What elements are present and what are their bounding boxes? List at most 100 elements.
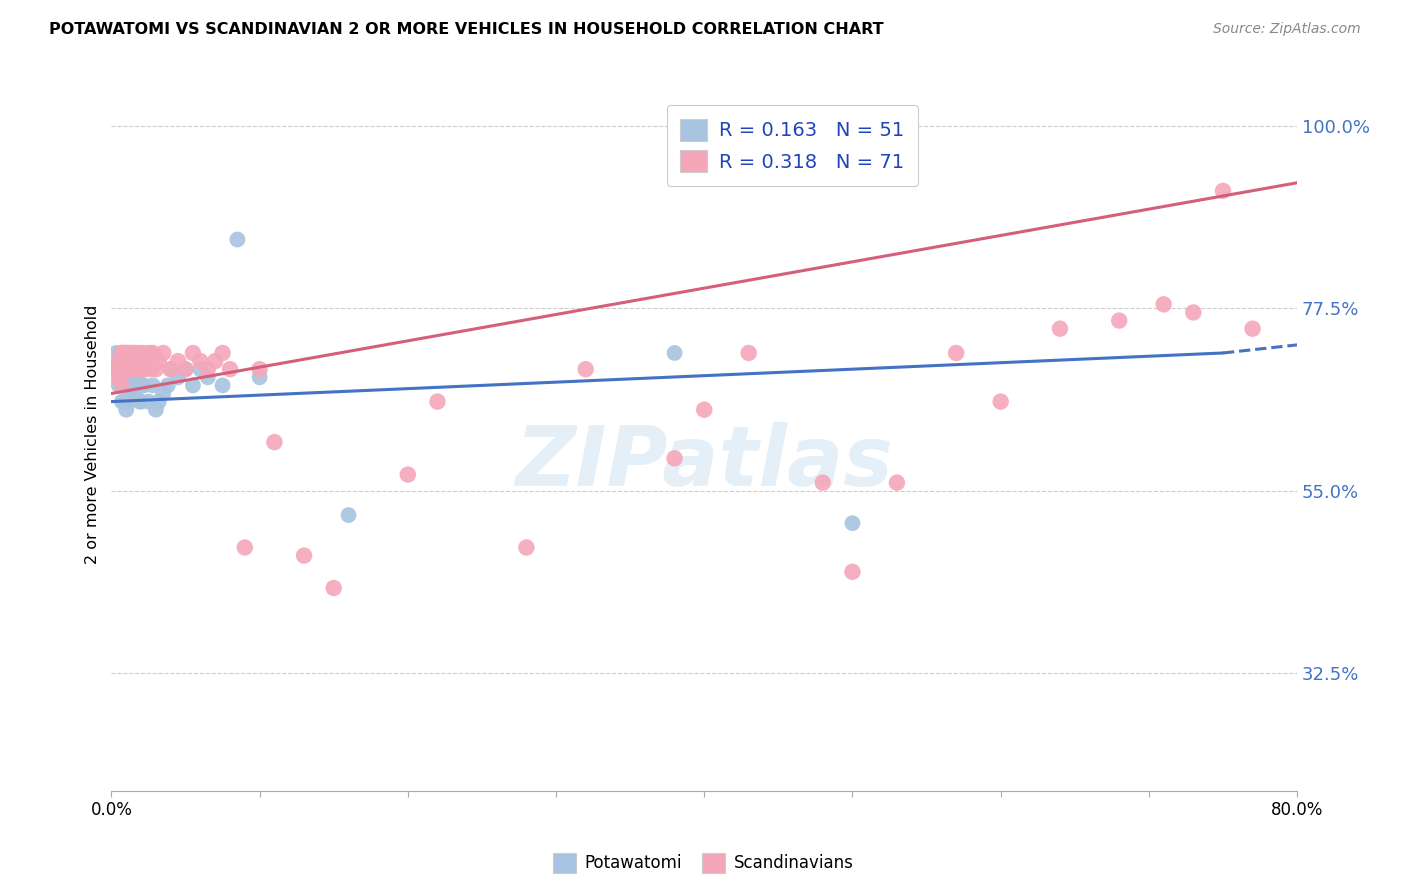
Point — [118, 362, 141, 376]
Point — [886, 475, 908, 490]
Point — [112, 346, 135, 360]
Point — [167, 354, 190, 368]
Text: POTAWATOMI VS SCANDINAVIAN 2 OR MORE VEHICLES IN HOUSEHOLD CORRELATION CHART: POTAWATOMI VS SCANDINAVIAN 2 OR MORE VEH… — [49, 22, 884, 37]
Point — [233, 541, 256, 555]
Point — [152, 346, 174, 360]
Point — [174, 362, 197, 376]
Point — [197, 370, 219, 384]
Point — [138, 346, 160, 360]
Point — [292, 549, 315, 563]
Point — [148, 394, 170, 409]
Point — [108, 354, 131, 368]
Point — [121, 370, 143, 384]
Point — [204, 354, 226, 368]
Point — [122, 354, 145, 368]
Point — [115, 402, 138, 417]
Point — [115, 362, 138, 376]
Text: ZIPatlas: ZIPatlas — [515, 422, 893, 503]
Point — [120, 386, 142, 401]
Point — [148, 354, 170, 368]
Legend: Potawatomi, Scandinavians: Potawatomi, Scandinavians — [546, 847, 860, 880]
Legend: R = 0.163   N = 51, R = 0.318   N = 71: R = 0.163 N = 51, R = 0.318 N = 71 — [666, 105, 918, 186]
Point — [141, 362, 163, 376]
Point — [263, 435, 285, 450]
Point — [138, 394, 160, 409]
Point — [117, 346, 139, 360]
Point — [664, 346, 686, 360]
Point — [811, 475, 834, 490]
Point — [1241, 321, 1264, 335]
Point — [426, 394, 449, 409]
Point — [128, 394, 150, 409]
Point — [129, 362, 152, 376]
Point — [120, 362, 142, 376]
Point — [115, 346, 138, 360]
Point — [575, 362, 598, 376]
Point — [105, 370, 128, 384]
Point — [156, 378, 179, 392]
Point — [111, 378, 134, 392]
Point — [114, 362, 136, 376]
Point — [181, 346, 204, 360]
Point — [1108, 313, 1130, 327]
Point — [127, 378, 149, 392]
Point — [114, 354, 136, 368]
Point — [104, 346, 127, 360]
Point — [197, 362, 219, 376]
Y-axis label: 2 or more Vehicles in Household: 2 or more Vehicles in Household — [86, 304, 100, 564]
Point — [118, 346, 141, 360]
Point — [693, 402, 716, 417]
Point — [159, 362, 181, 376]
Point — [110, 370, 132, 384]
Point — [105, 362, 128, 376]
Point — [122, 346, 145, 360]
Point — [145, 402, 167, 417]
Point — [159, 362, 181, 376]
Point — [211, 346, 233, 360]
Point — [121, 378, 143, 392]
Point — [110, 346, 132, 360]
Point — [117, 378, 139, 392]
Point — [111, 394, 134, 409]
Point — [111, 362, 134, 376]
Point — [841, 516, 863, 531]
Point — [120, 354, 142, 368]
Point — [131, 346, 153, 360]
Point — [122, 378, 145, 392]
Point — [127, 346, 149, 360]
Point — [945, 346, 967, 360]
Point — [125, 354, 148, 368]
Point — [167, 370, 190, 384]
Point — [131, 378, 153, 392]
Point — [110, 362, 132, 376]
Point — [117, 394, 139, 409]
Point — [990, 394, 1012, 409]
Point — [142, 346, 165, 360]
Point — [125, 370, 148, 384]
Point — [337, 508, 360, 522]
Point — [114, 394, 136, 409]
Point — [128, 354, 150, 368]
Point — [104, 362, 127, 376]
Point — [115, 362, 138, 376]
Point — [121, 346, 143, 360]
Point — [322, 581, 344, 595]
Point — [129, 394, 152, 409]
Point — [120, 362, 142, 376]
Point — [118, 370, 141, 384]
Point — [1153, 297, 1175, 311]
Point — [174, 362, 197, 376]
Point — [117, 354, 139, 368]
Point — [1049, 321, 1071, 335]
Point — [112, 346, 135, 360]
Point — [111, 362, 134, 376]
Point — [188, 354, 211, 368]
Point — [249, 362, 271, 376]
Point — [515, 541, 537, 555]
Point — [664, 451, 686, 466]
Point — [396, 467, 419, 482]
Point — [249, 370, 271, 384]
Point — [108, 378, 131, 392]
Point — [110, 362, 132, 376]
Point — [145, 362, 167, 376]
